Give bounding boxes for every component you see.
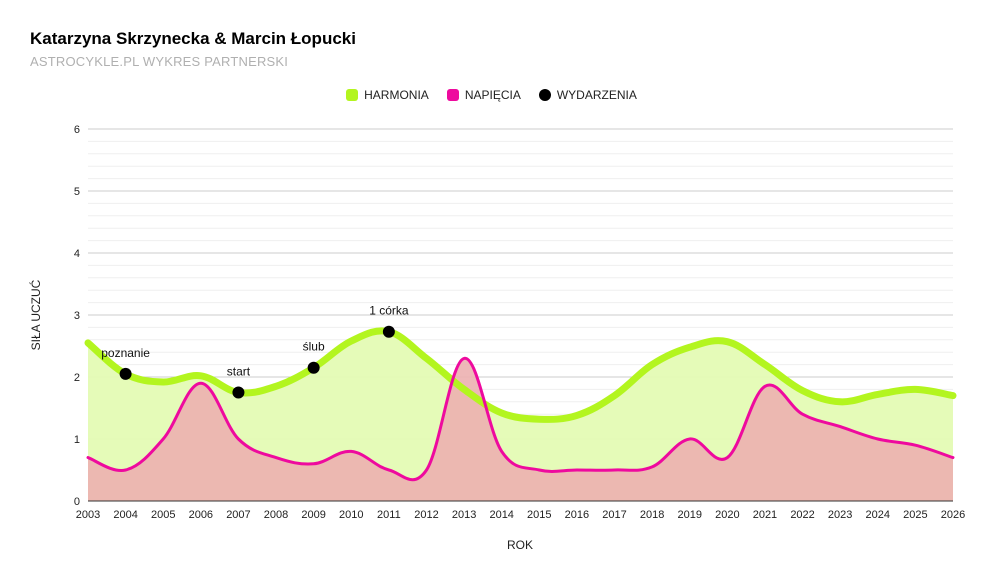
x-tick-label: 2013 [452,509,476,521]
x-tick-label: 2019 [677,509,701,521]
line-napicia [86,356,955,482]
x-tick-label: 2007 [226,509,250,521]
y-tick-label: 4 [74,248,80,260]
legend-item-harmonia[interactable]: HARMONIA [346,88,429,102]
x-tick-label: 2021 [753,509,777,521]
x-tick-label: 2024 [866,509,890,521]
x-tick-label: 2020 [715,509,739,521]
x-tick-label: 2018 [640,509,664,521]
x-tick-label: 2006 [189,509,213,521]
y-tick-label: 2 [74,372,80,384]
x-tick-label: 2003 [76,509,100,521]
x-tick-label: 2016 [565,509,589,521]
legend-item-wydarzenia[interactable]: WYDARZENIA [538,88,637,102]
x-tick-label: 2009 [301,509,325,521]
x-tick-label: 2011 [377,509,401,521]
legend-item-napiecia[interactable]: NAPIĘCIA [446,88,521,102]
y-tick-label: 5 [74,186,80,198]
x-tick-label: 2010 [339,509,363,521]
x-tick-label: 2015 [527,509,551,521]
x-tick-label: 2022 [790,509,814,521]
event-marker [382,325,395,338]
y-tick-label: 0 [74,496,80,508]
y-tick-label: 1 [74,434,80,446]
event-label: ślub [303,340,325,354]
x-tick-label: 2026 [941,509,965,521]
legend-label-wydarzenia: WYDARZENIA [556,88,637,102]
chart-subtitle: ASTROCYKLE.PL WYKRES PARTNERSKI [30,54,289,69]
event-label: start [227,365,251,379]
event-label: poznanie [101,346,150,360]
x-tick-label: 2004 [113,509,137,521]
event-marker [119,367,132,380]
event-marker [307,361,320,374]
event-marker [232,386,245,399]
legend: HARMONIA NAPIĘCIA WYDARZENIA [0,88,983,102]
event-label: 1 córka [369,304,409,318]
x-tick-label: 2005 [151,509,175,521]
x-tick-label: 2012 [414,509,438,521]
event-markers: poznanie start ślub 1 córka [101,304,409,399]
x-tick-label: 2017 [602,509,626,521]
x-tick-label: 2023 [828,509,852,521]
legend-label-napiecia: NAPIĘCIA [464,88,521,102]
y-tick-label: 6 [74,124,80,136]
y-axis-title: SIŁA UCZUĆ [28,279,43,350]
chart-title: Katarzyna Skrzynecka & Marcin Łopucki [30,29,356,48]
y-tick-label: 3 [74,310,80,322]
legend-swatch-wydarzenia [538,89,551,101]
x-axis-title: ROK [507,538,533,552]
axes: 0 1 2 3 4 5 6 2003 2004 2005 2006 2007 2008 2009 2010 2… [74,124,965,521]
legend-swatch-harmonia [346,89,359,101]
x-tick-label: 2025 [903,509,927,521]
legend-label-harmonia: HARMONIA [364,88,429,102]
x-tick-label: 2014 [489,509,513,521]
legend-swatch-napiecia [446,89,459,101]
x-tick-label: 2008 [264,509,288,521]
